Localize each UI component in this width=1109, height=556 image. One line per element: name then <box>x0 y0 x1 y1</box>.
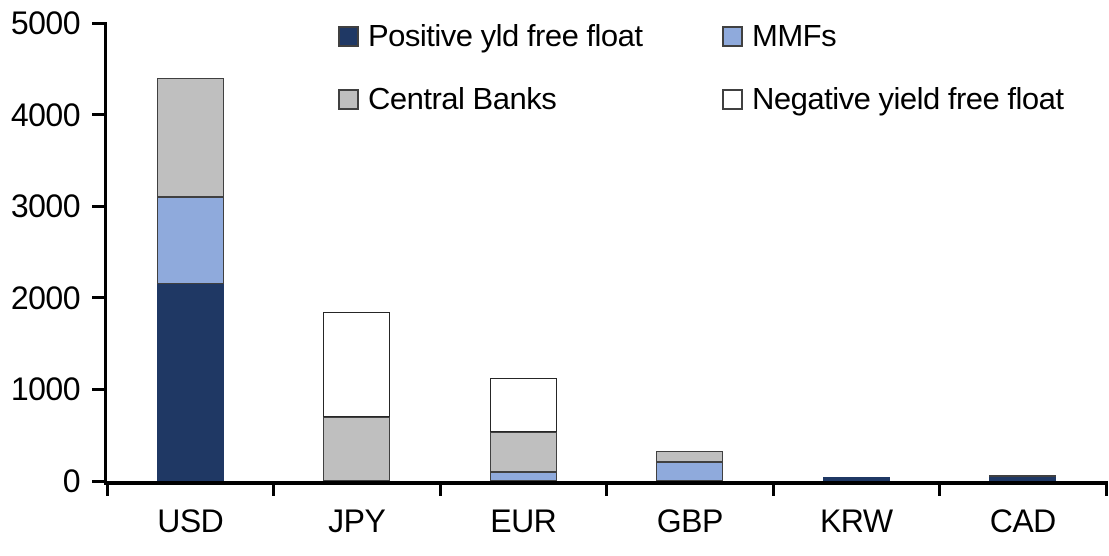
y-tick <box>92 479 107 483</box>
bar-segment <box>989 477 1057 481</box>
y-tick-label: 5000 <box>10 5 81 41</box>
legend-swatch-icon <box>338 25 359 47</box>
legend-label: Central Banks <box>368 81 557 116</box>
bar-segment <box>156 77 224 198</box>
y-tick-label: 3000 <box>10 188 81 225</box>
x-tick <box>605 481 608 496</box>
bar-segment <box>656 461 724 481</box>
y-tick <box>92 113 107 117</box>
x-axis-label: CAD <box>989 503 1057 539</box>
legend-swatch-icon <box>722 88 743 110</box>
x-axis-label: GBP <box>656 503 724 539</box>
y-tick-label: 1000 <box>10 371 81 408</box>
bar-segment <box>989 474 1057 478</box>
y-tick <box>92 296 107 300</box>
y-tick <box>92 387 107 391</box>
bar-segment <box>822 476 890 481</box>
legend-item: MMFs <box>722 16 837 56</box>
legend-label: MMFs <box>752 18 837 53</box>
bar-segment <box>489 378 557 433</box>
bar-segment <box>323 416 391 481</box>
x-tick <box>1104 481 1108 496</box>
legend-item: Negative yield free float <box>722 79 1064 119</box>
bar-segment <box>489 432 557 472</box>
x-axis-label: EUR <box>490 503 557 539</box>
y-tick <box>92 204 107 208</box>
legend-item: Positive yld free float <box>338 16 643 56</box>
x-tick <box>272 481 275 496</box>
bar-segment <box>323 311 391 417</box>
bar-segment <box>489 471 557 481</box>
x-tick <box>771 481 775 496</box>
y-tick <box>92 21 107 25</box>
y-tick-label: 2000 <box>10 279 81 316</box>
y-tick-label: 4000 <box>10 96 81 133</box>
legend-swatch-icon <box>338 88 359 110</box>
x-axis-label: USD <box>157 503 224 539</box>
legend-item: Central Banks <box>338 79 557 119</box>
legend-label: Positive yld free float <box>368 18 643 53</box>
legend-label: Negative yield free float <box>752 81 1064 116</box>
bar-segment <box>656 450 724 462</box>
legend-swatch-icon <box>722 25 743 47</box>
bar-segment <box>156 284 224 481</box>
y-axis-line <box>104 22 107 484</box>
x-tick <box>438 481 442 496</box>
bar-segment <box>156 197 224 285</box>
y-tick-label: 0 <box>62 463 81 499</box>
x-axis-label: KRW <box>819 503 893 539</box>
x-tick <box>105 481 109 496</box>
x-axis-label: JPY <box>328 503 386 539</box>
x-tick <box>938 481 941 496</box>
